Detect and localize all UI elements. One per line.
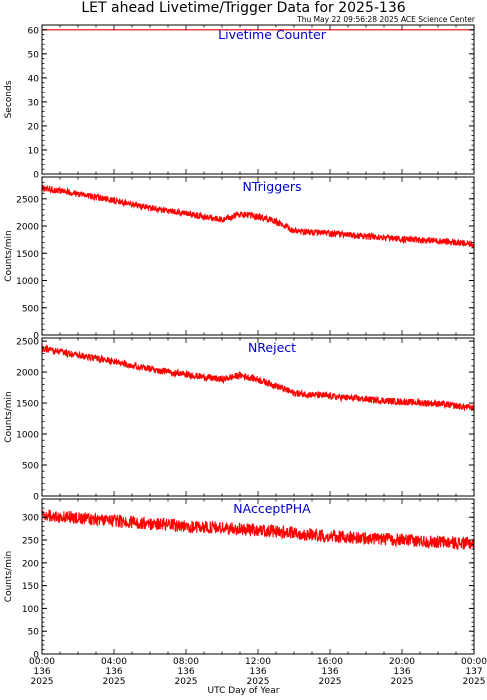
y-tick-label: 150 <box>22 582 39 592</box>
x-tick-year: 2025 <box>175 677 198 687</box>
x-tick-doy: 137 <box>465 667 482 677</box>
y-axis-label: Counts/min <box>4 551 14 602</box>
y-axis-label: Counts/min <box>4 230 14 281</box>
x-tick-time: 00:00 <box>461 657 487 667</box>
x-tick-year: 2025 <box>319 677 342 687</box>
panel-2: 0 500 1000 1500 2000 2500 Counts/min NTriggers <box>4 176 475 342</box>
data-line <box>41 184 475 249</box>
y-tick-label: 0 <box>33 332 39 342</box>
y-tick-label: 30 <box>28 98 40 108</box>
y-axis-label: Seconds <box>4 80 14 118</box>
x-tick-doy: 136 <box>321 667 338 677</box>
x-tick-doy: 136 <box>177 667 194 677</box>
x-tick-time: 00:00 <box>29 657 55 667</box>
y-tick-label: 40 <box>28 74 40 84</box>
x-tick-doy: 136 <box>249 667 266 677</box>
panel-4: 0 50 100 150 200 250 300 Counts/min NAcceptPHA <box>4 498 475 661</box>
panel-3: 0 500 1000 1500 2000 2500 Counts/min NReject <box>4 337 475 503</box>
y-tick-label: 500 <box>22 304 39 314</box>
x-tick-doy: 136 <box>393 667 410 677</box>
x-tick-doy: 136 <box>105 667 122 677</box>
y-tick-label: 2000 <box>16 223 39 233</box>
panel-title: Livetime Counter <box>218 27 327 42</box>
panel-title: NAcceptPHA <box>233 501 311 516</box>
x-tick-year: 2025 <box>31 677 54 687</box>
x-tick-year: 2025 <box>463 677 486 687</box>
panel-frame <box>41 498 475 655</box>
y-tick-label: 50 <box>28 50 40 60</box>
y-tick-label: 1500 <box>16 400 39 410</box>
y-tick-label: 2500 <box>16 338 39 348</box>
timestamp-label: Thu May 22 09:56:28 2025 ACE Science Cen… <box>297 15 475 24</box>
panel-title: NTriggers <box>243 179 302 194</box>
y-tick-label: 100 <box>22 605 39 615</box>
panel-1: 0 10 20 30 40 50 60 Seconds Livetime Counter <box>4 24 475 181</box>
data-line <box>41 509 475 551</box>
y-tick-label: 20 <box>28 122 40 132</box>
y-tick-label: 1500 <box>16 250 39 260</box>
x-tick-time: 20:00 <box>389 657 415 667</box>
x-tick-time: 16:00 <box>317 657 343 667</box>
panel-frame <box>41 24 475 175</box>
x-tick-year: 2025 <box>391 677 414 687</box>
y-tick-label: 2000 <box>16 369 39 379</box>
x-axis-label: UTC Day of Year <box>207 686 280 696</box>
chart-title: LET ahead Livetime/Trigger Data for 2025… <box>81 0 406 16</box>
x-tick-time: 12:00 <box>245 657 271 667</box>
x-tick-time: 04:00 <box>101 657 127 667</box>
y-tick-label: 50 <box>28 628 40 638</box>
y-tick-label: 2500 <box>16 195 39 205</box>
x-tick-year: 2025 <box>247 677 270 687</box>
y-tick-label: 1000 <box>16 431 39 441</box>
y-axis-label: Counts/min <box>4 391 14 442</box>
x-tick-doy: 136 <box>33 667 50 677</box>
x-tick-time: 08:00 <box>173 657 199 667</box>
panel-title: NReject <box>248 340 296 355</box>
y-tick-label: 1000 <box>16 277 39 287</box>
y-tick-label: 0 <box>33 171 39 181</box>
y-tick-label: 200 <box>22 559 39 569</box>
data-line <box>41 344 475 412</box>
y-tick-label: 60 <box>28 26 40 36</box>
y-tick-label: 10 <box>28 146 40 156</box>
x-tick-year: 2025 <box>103 677 126 687</box>
y-tick-label: 0 <box>33 651 39 661</box>
y-tick-label: 300 <box>22 514 39 524</box>
y-tick-label: 250 <box>22 537 39 547</box>
y-tick-label: 0 <box>33 493 39 503</box>
x-tick-labels: 00:00136202504:00136202508:00136202512:0… <box>29 657 487 687</box>
y-tick-label: 500 <box>22 462 39 472</box>
